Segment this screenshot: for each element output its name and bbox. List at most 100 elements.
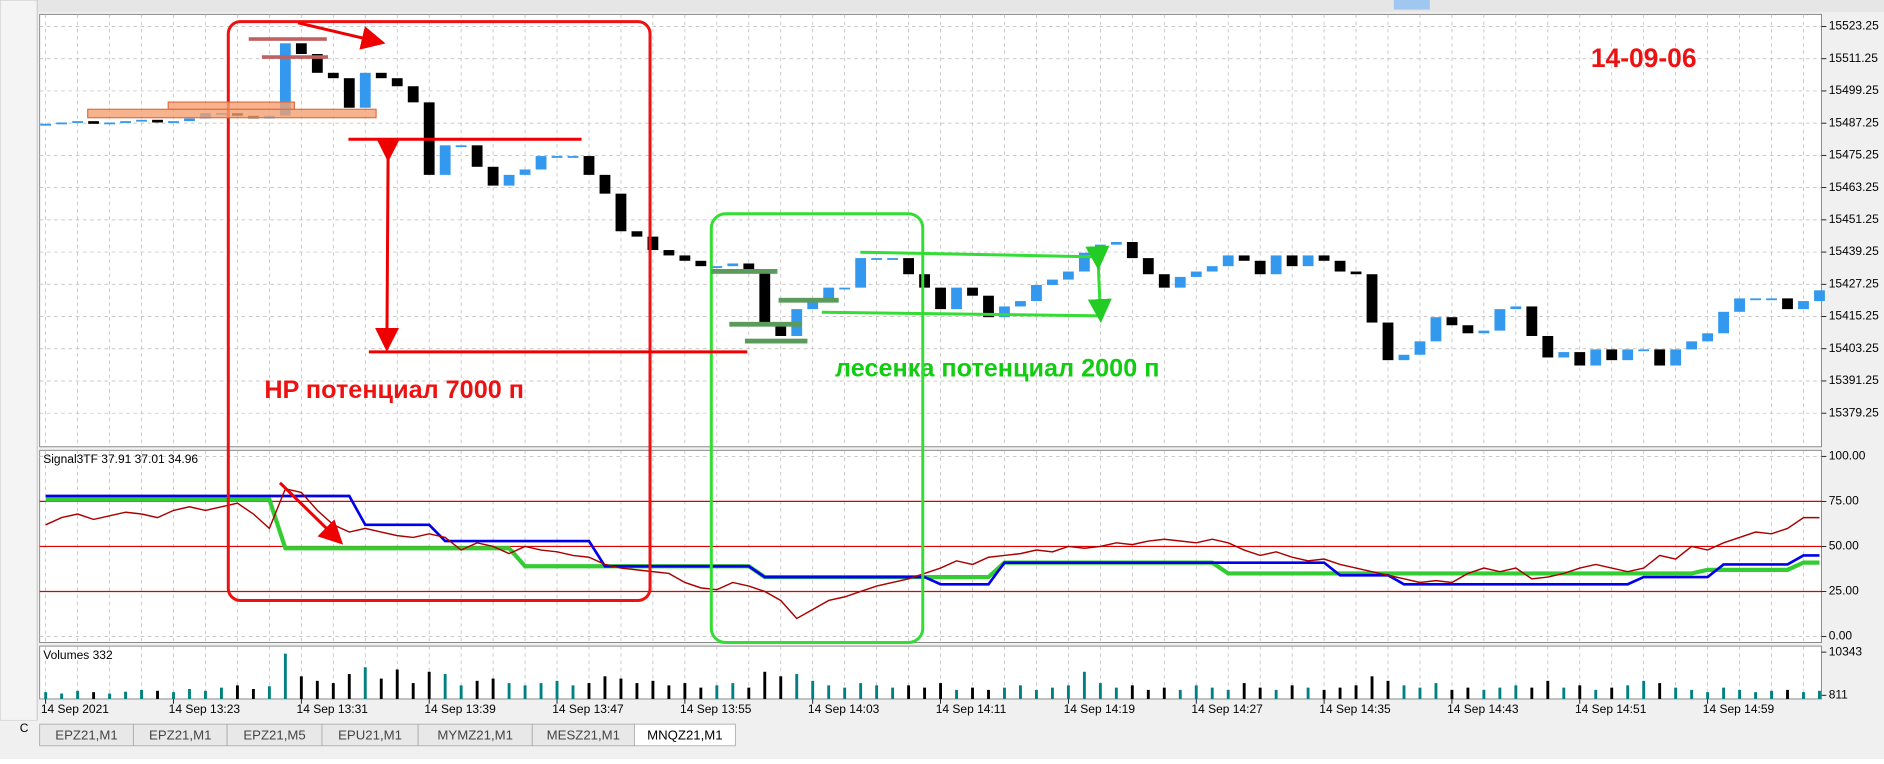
volume-bar [987, 689, 990, 699]
volume-bar [715, 685, 719, 699]
candle [1702, 333, 1714, 342]
candle [1510, 306, 1522, 310]
volume-bar [188, 688, 191, 699]
x-tick-label: 14 Sep 2021 [41, 702, 109, 716]
volume-bar [763, 671, 767, 699]
x-tick-label: 14 Sep 14:19 [1064, 702, 1136, 716]
candle [839, 287, 851, 290]
zone [711, 269, 778, 274]
volume-bar [1818, 690, 1821, 699]
x-tick-label: 14 Sep 14:59 [1703, 702, 1775, 716]
x-tick-label: 14 Sep 14:27 [1191, 702, 1263, 716]
volume-bar [1242, 683, 1246, 699]
candle [152, 119, 163, 123]
volume-bar [1786, 689, 1789, 699]
tab-label: MESZ21,M1 [547, 728, 620, 743]
volume-bar [395, 669, 399, 699]
candle [88, 121, 100, 124]
candle [1062, 271, 1074, 280]
red-arrow [374, 138, 401, 352]
volume-bar [347, 674, 351, 699]
volume-bar [875, 685, 879, 699]
volume-bar [1306, 687, 1310, 699]
candle [471, 145, 483, 167]
zone [167, 101, 295, 110]
volume-bar [1418, 687, 1422, 699]
tab-label: EPZ21,M1 [55, 728, 117, 743]
volume-bar [1546, 680, 1550, 699]
volume-bar [699, 687, 703, 699]
volume-bar [60, 693, 64, 699]
candle [1814, 290, 1825, 302]
volume-bar [1450, 689, 1454, 699]
tab-label: EPU21,M1 [338, 728, 402, 743]
candle [1782, 298, 1793, 310]
volume-bar [1754, 692, 1757, 699]
volume-bar [907, 685, 911, 699]
volume-bar [827, 685, 831, 699]
volume-bar [1690, 689, 1694, 699]
volume-bar [1066, 685, 1070, 699]
y-tick-label: 25.00 [1829, 584, 1859, 598]
x-tick-label: 14 Sep 14:11 [936, 702, 1007, 716]
candle [503, 174, 515, 186]
x-tick-label: 14 Sep 13:39 [424, 702, 496, 716]
candle [1766, 298, 1777, 301]
volume-bar [667, 685, 671, 699]
volume-bar [1738, 689, 1742, 699]
volume-bar [1642, 680, 1646, 699]
zone [729, 321, 802, 327]
volume-bar [795, 674, 799, 699]
candle [56, 122, 68, 125]
volume-bar [331, 683, 335, 699]
volume-bar [1194, 685, 1198, 699]
volume-bar [1514, 685, 1518, 699]
tab-label: MYMZ21,M1 [437, 728, 513, 743]
candle [1734, 298, 1745, 312]
volume-bar [843, 687, 847, 699]
green-frame [709, 212, 925, 645]
volume-bar [1019, 685, 1022, 699]
volume-bar [1338, 687, 1342, 699]
toolbar-button[interactable] [1393, 0, 1430, 10]
candle [583, 156, 595, 175]
volume-bar [1562, 687, 1566, 699]
candle [599, 174, 611, 194]
volume-bar [172, 692, 175, 699]
volume-bar [76, 690, 80, 699]
volume-bar [1290, 685, 1294, 699]
candle [184, 118, 195, 122]
volume-bar [651, 680, 655, 699]
volume-bar [1770, 690, 1773, 699]
candle [1446, 317, 1458, 326]
candle [1462, 325, 1474, 334]
volume-bar [92, 692, 96, 699]
volume-bar [411, 683, 415, 699]
volume-bar [587, 683, 591, 699]
candle [1398, 354, 1410, 361]
candle [1334, 260, 1346, 272]
x-tick-label: 14 Sep 14:43 [1447, 702, 1519, 716]
volume-bar [1034, 689, 1038, 699]
volume-bar [1498, 687, 1502, 699]
candle [40, 123, 52, 126]
candle [1526, 306, 1538, 336]
zone [744, 338, 808, 344]
volume-bar [283, 653, 287, 699]
volume-bar [1610, 687, 1614, 699]
candle [807, 301, 819, 310]
volume-bar [379, 678, 383, 699]
y-tick-label: 15403.25 [1829, 341, 1879, 355]
y-tick-label: 15487.25 [1829, 115, 1879, 129]
tab[interactable] [633, 723, 736, 747]
volume-bar [1130, 685, 1134, 699]
candle [647, 236, 659, 251]
candle [1478, 330, 1490, 334]
volume-bar [1354, 685, 1358, 699]
candle [663, 250, 675, 256]
volume-bar [44, 692, 48, 699]
candle [1382, 322, 1394, 361]
oscillator-line [45, 494, 1820, 586]
candle [551, 156, 563, 158]
candle [1254, 260, 1266, 275]
